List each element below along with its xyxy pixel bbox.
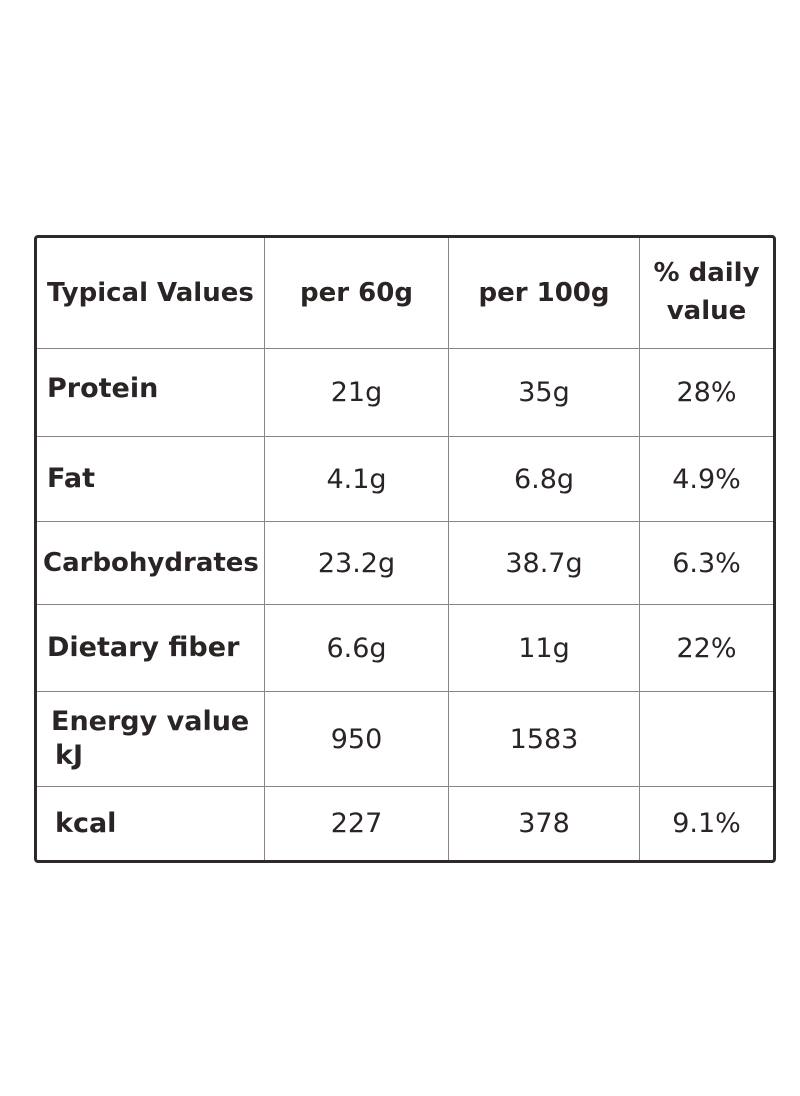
header-per-60g: per 60g (265, 238, 449, 349)
table-row: kcal 227 378 9.1% (37, 787, 773, 860)
kcal-per-100g: 378 (449, 787, 640, 860)
fat-per-60g: 4.1g (265, 437, 449, 522)
table-header-row: Typical Values per 60g per 100g % daily … (37, 238, 773, 349)
header-typical-values: Typical Values (37, 238, 265, 349)
kcal-daily-value: 9.1% (672, 808, 741, 839)
carbohydrates-per-100g: 38.7g (449, 522, 640, 605)
dietary-fiber-per-100g: 11g (449, 605, 640, 692)
table-row: Energy value kJ 950 1583 (37, 692, 773, 787)
row-label-energy-value: Energy value kJ (37, 692, 265, 787)
row-label-text: Protein (47, 372, 159, 404)
carbohydrates-daily-value: 6.3% (640, 522, 773, 605)
table-row: Carbohydrates 23.2g 38.7g 6.3% (37, 522, 773, 605)
table-row: Fat 4.1g 6.8g 4.9% (37, 437, 773, 522)
kcal-per-60g: 227 (265, 787, 449, 860)
header-daily-value-line2: value (666, 296, 747, 326)
protein-per-100g: 35g (449, 349, 640, 437)
table-row: Dietary fiber 6.6g 11g 22% (37, 605, 773, 692)
fat-daily-value: 4.9% (640, 437, 773, 522)
carbohydrates-per-60g: 23.2g (265, 522, 449, 605)
header-daily-value-line1: % daily (653, 258, 760, 289)
energy-value-unit: kJ (55, 740, 84, 771)
row-label-fat: Fat (37, 437, 265, 522)
energy-value-label: Energy value (51, 706, 250, 738)
header-per-100g: per 100g (449, 238, 640, 349)
dietary-fiber-daily-value: 22% (640, 605, 773, 692)
energy-kj-per-60g: 950 (265, 692, 449, 787)
energy-kj-daily-value (640, 692, 773, 787)
row-label-protein: Protein (37, 349, 265, 437)
row-label-carbohydrates: Carbohydrates (37, 522, 265, 605)
row-label-dietary-fiber: Dietary fiber (37, 605, 265, 692)
header-daily-value: % daily value (640, 238, 773, 349)
nutrition-table: Typical Values per 60g per 100g % daily … (34, 235, 776, 863)
fat-per-100g: 6.8g (449, 437, 640, 522)
dietary-fiber-per-60g: 6.6g (265, 605, 449, 692)
table-row: Protein 21g 35g 28% (37, 349, 773, 437)
protein-daily-value: 28% (640, 349, 773, 437)
protein-per-60g: 21g (265, 349, 449, 437)
energy-kj-per-100g: 1583 (449, 692, 640, 787)
row-label-kcal: kcal (37, 787, 265, 860)
